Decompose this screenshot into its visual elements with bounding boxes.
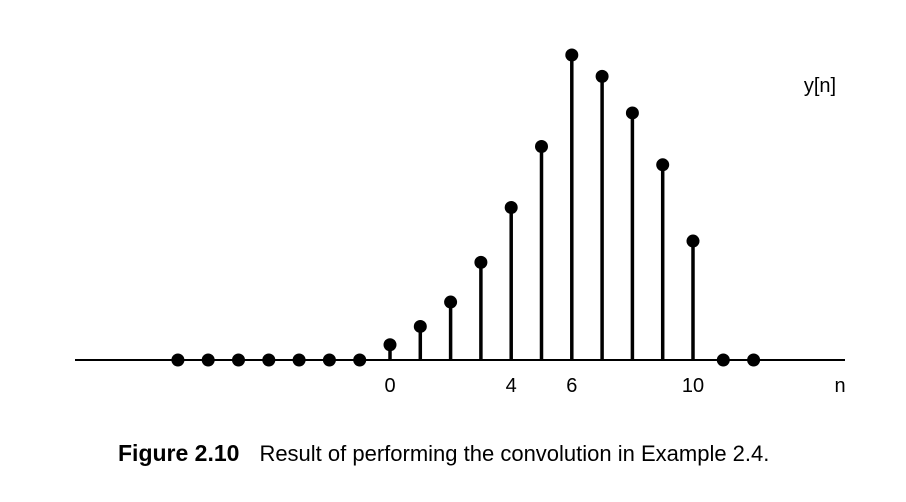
stem-point [262, 353, 276, 367]
stem-point [201, 353, 215, 367]
stems-group [171, 48, 761, 367]
caption-text: Result of performing the convolution in … [259, 441, 770, 466]
stem-point [595, 69, 609, 83]
stem-point [383, 338, 397, 352]
stem-point [686, 234, 700, 248]
x-tick-label: 0 [384, 375, 395, 397]
stem-point [625, 106, 639, 120]
figure-caption: Figure 2.10 Result of performing the conv… [118, 440, 769, 467]
figure-label: Figure 2.10 [118, 440, 240, 466]
x-tick-label: 4 [506, 375, 517, 397]
tick-labels-group: 0 4 6 10 [384, 375, 704, 397]
stem-point [747, 353, 761, 367]
stem-point [565, 48, 579, 62]
stem-point [413, 319, 427, 333]
stem-point [716, 353, 730, 367]
stem-point [353, 353, 367, 367]
stem-point [535, 140, 548, 153]
y-axis-label: y[n] [804, 75, 836, 97]
stem-point [292, 353, 306, 367]
stem-point [474, 255, 488, 269]
x-axis-label: n [834, 375, 845, 397]
stem-point [171, 353, 185, 367]
stem-point [232, 353, 245, 367]
x-tick-label: 6 [566, 375, 577, 397]
stem-point [444, 295, 458, 309]
stem-plot: 0 4 6 10 n y[n] [75, 48, 846, 397]
stem-point [504, 201, 518, 214]
stem-point [656, 158, 670, 172]
stem-point [322, 353, 336, 367]
x-tick-label: 10 [682, 375, 704, 397]
